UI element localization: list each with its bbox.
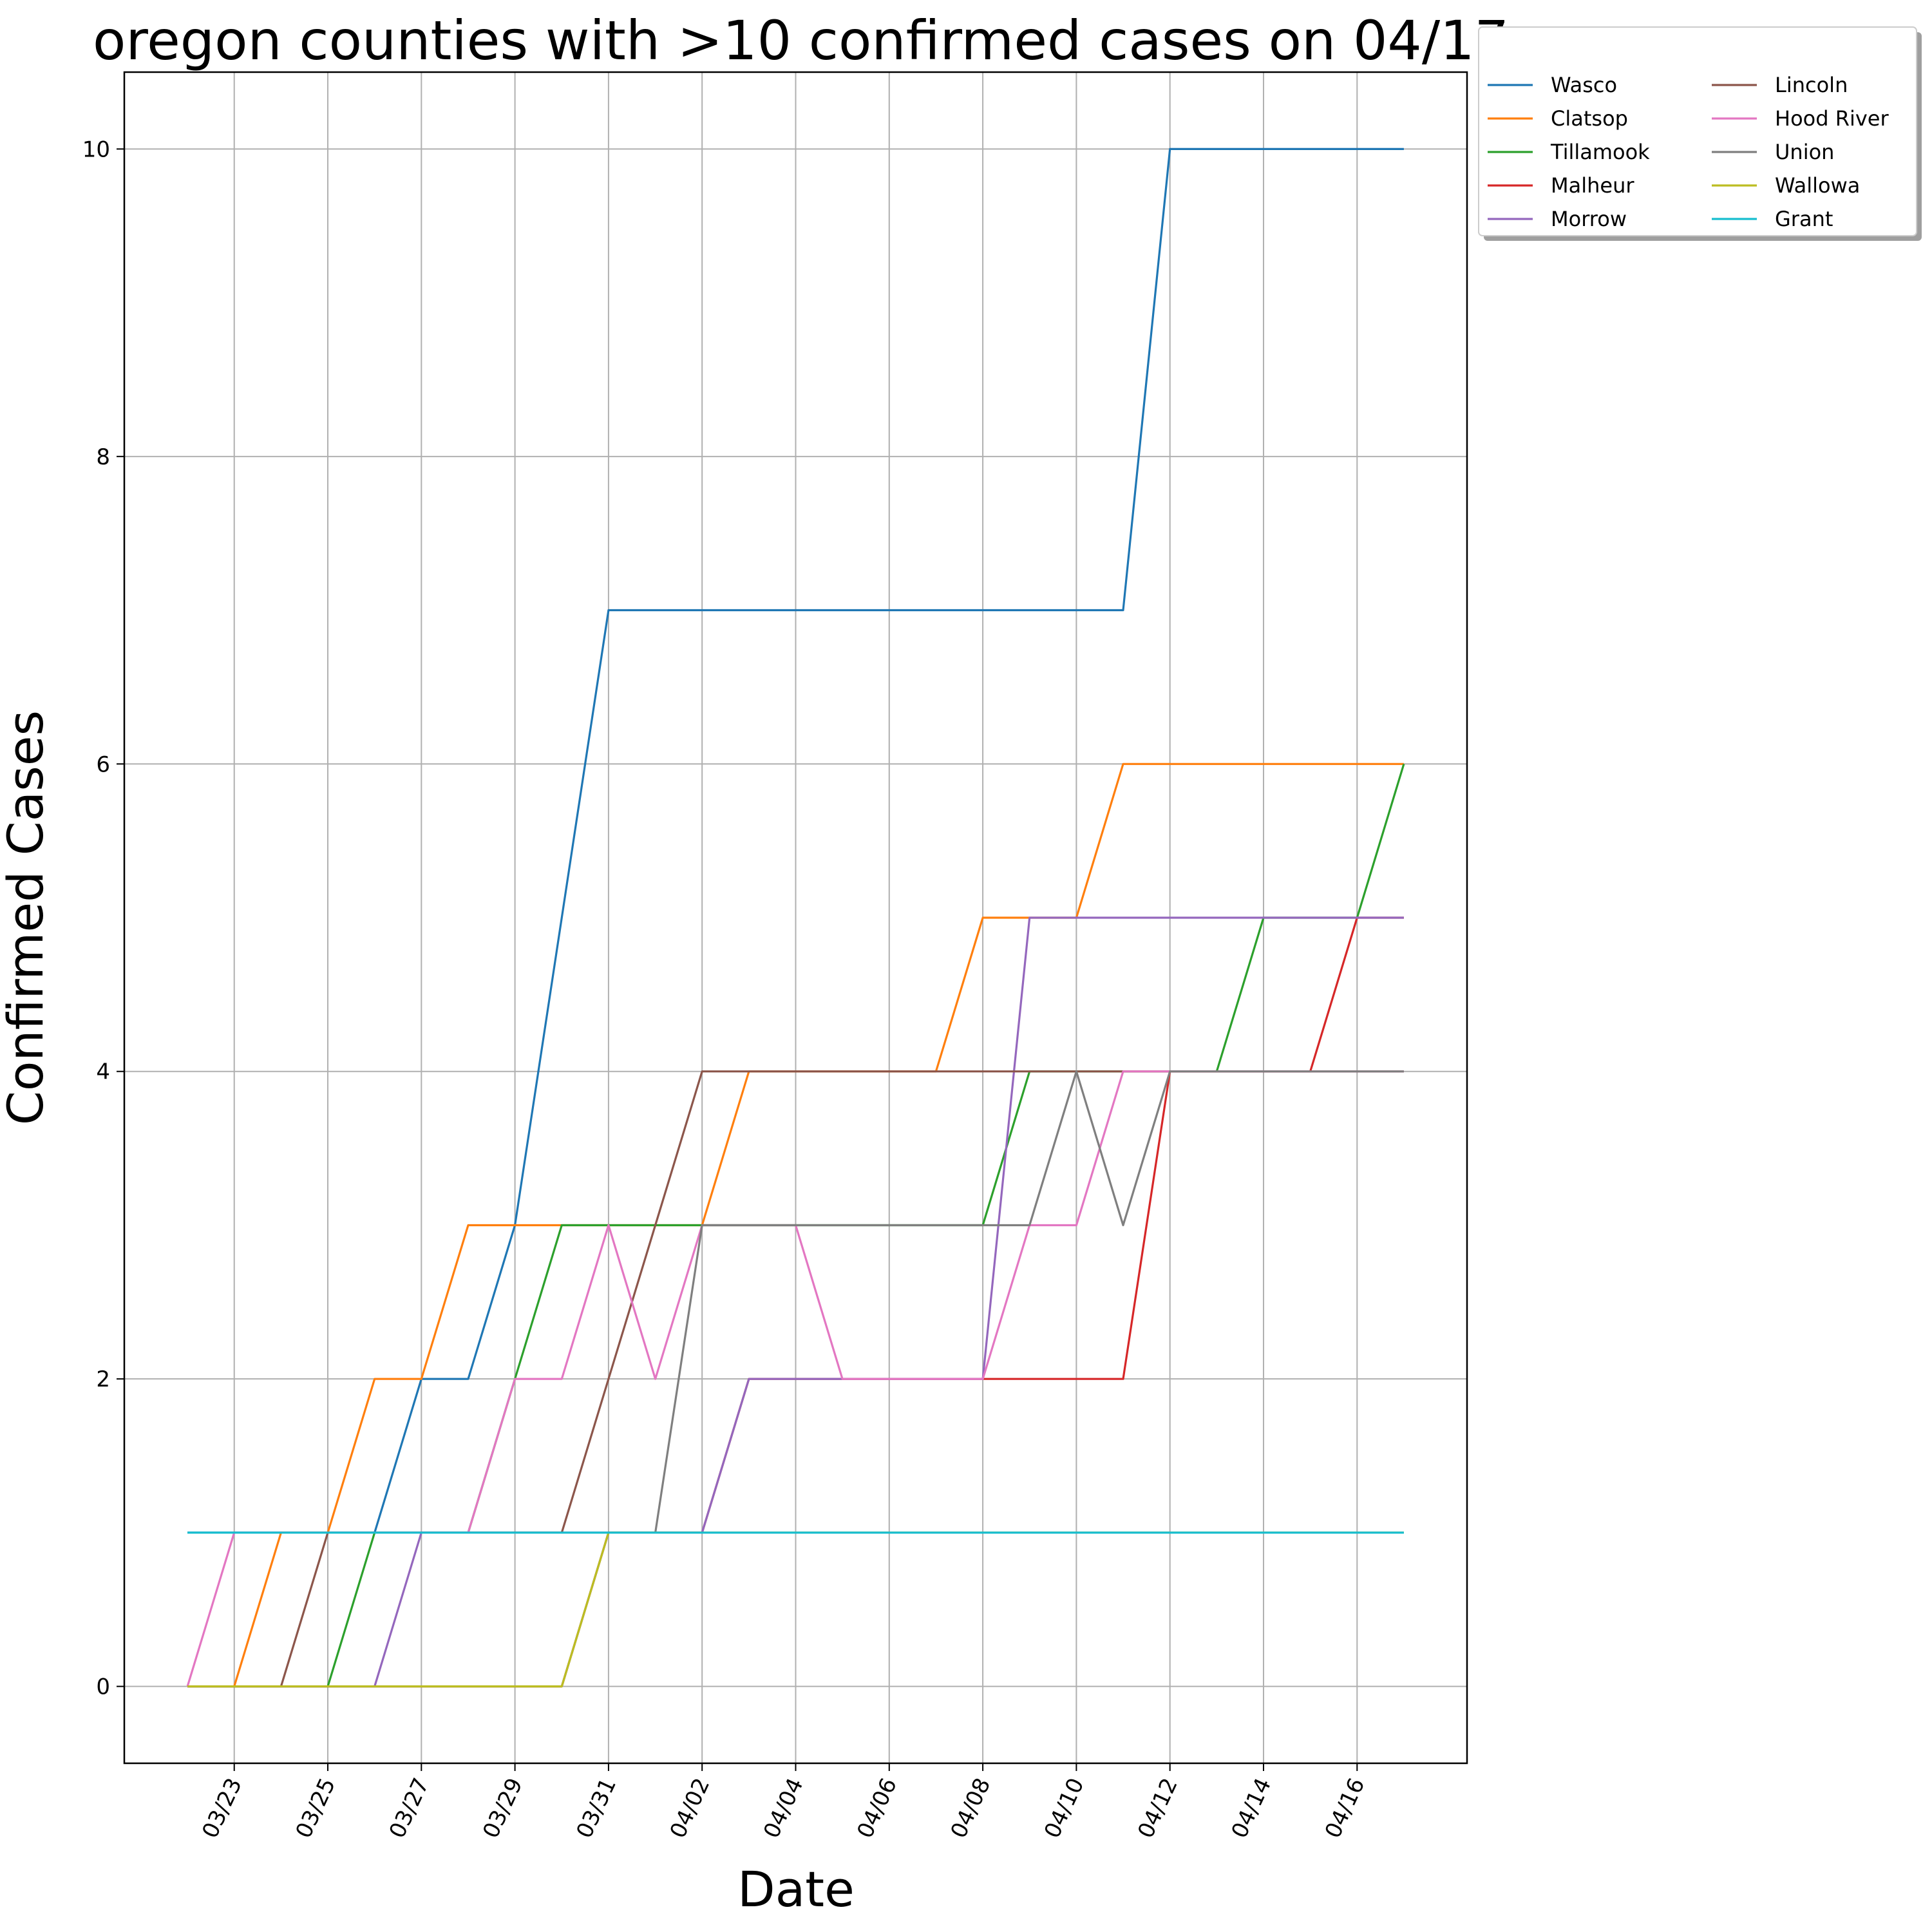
y-axis-label: Confirmed Cases [0,710,54,1125]
legend-label: Wallowa [1775,173,1860,198]
y-tick-label: 6 [96,752,110,777]
legend-label: Tillamook [1550,140,1650,164]
legend-label: Grant [1775,207,1833,231]
x-axis-label: Date [737,1861,855,1918]
y-tick-label: 8 [96,444,110,470]
y-axis-ticks: 0 2 4 6 8 10 [82,137,124,1700]
y-tick-label: 2 [96,1367,110,1392]
legend-label: Union [1775,140,1834,164]
legend-label: Lincoln [1775,73,1848,97]
chart-title: oregon counties with >10 confirmed cases… [93,9,1509,72]
legend-items: Wasco Clatsop Tillamook Malheur Morrow Lincol… [1488,73,1889,231]
legend-label: Malheur [1551,173,1634,198]
legend-label: Wasco [1551,73,1617,97]
legend: Wasco Clatsop Tillamook Malheur Morrow Lincol… [1478,26,1922,241]
legend-box [1478,26,1917,236]
series-line-wasco [187,147,1404,1534]
legend-label: Hood River [1775,106,1889,131]
y-tick-label: 10 [82,137,110,162]
legend-label: Morrow [1551,207,1627,231]
series-line-morrow [187,916,1404,1688]
legend-label: Clatsop [1551,106,1628,131]
y-tick-label: 4 [96,1059,110,1085]
y-tick-label: 0 [96,1674,110,1700]
series-lines [186,147,1405,1688]
